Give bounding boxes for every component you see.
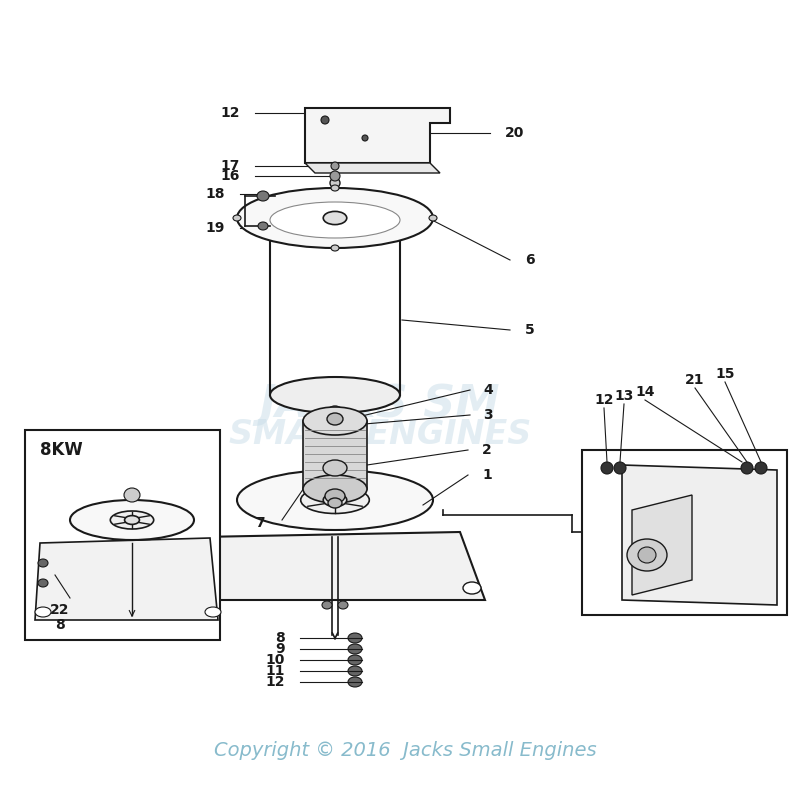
Ellipse shape xyxy=(237,470,433,530)
Ellipse shape xyxy=(38,559,48,567)
Ellipse shape xyxy=(638,547,656,563)
Text: 3: 3 xyxy=(483,408,492,422)
Ellipse shape xyxy=(301,204,369,232)
Bar xyxy=(25,430,220,640)
Ellipse shape xyxy=(38,579,48,587)
Text: 8: 8 xyxy=(275,631,285,645)
Text: 21: 21 xyxy=(685,373,705,387)
Text: 4: 4 xyxy=(483,383,492,397)
Text: 10: 10 xyxy=(266,653,285,667)
Ellipse shape xyxy=(331,162,339,170)
Ellipse shape xyxy=(323,211,347,225)
Ellipse shape xyxy=(125,516,139,524)
Text: 14: 14 xyxy=(635,385,654,399)
Ellipse shape xyxy=(258,222,268,230)
Ellipse shape xyxy=(70,500,194,540)
Ellipse shape xyxy=(301,487,369,513)
Text: 22: 22 xyxy=(50,603,70,617)
Ellipse shape xyxy=(205,607,221,617)
Text: 2: 2 xyxy=(482,443,492,457)
Text: 18: 18 xyxy=(206,187,225,201)
Ellipse shape xyxy=(270,202,400,238)
Ellipse shape xyxy=(348,633,362,643)
Text: 15: 15 xyxy=(715,367,735,381)
Ellipse shape xyxy=(233,215,241,221)
Ellipse shape xyxy=(321,116,329,124)
Ellipse shape xyxy=(429,215,437,221)
Ellipse shape xyxy=(330,178,340,188)
Text: Copyright © 2016  Jacks Small Engines: Copyright © 2016 Jacks Small Engines xyxy=(214,740,596,759)
Polygon shape xyxy=(180,532,485,600)
Text: 8KW: 8KW xyxy=(40,441,83,459)
Ellipse shape xyxy=(614,462,626,474)
Text: 7: 7 xyxy=(255,516,265,530)
Text: 17: 17 xyxy=(220,159,240,173)
Polygon shape xyxy=(632,495,692,595)
Ellipse shape xyxy=(35,607,51,617)
Ellipse shape xyxy=(323,460,347,476)
Ellipse shape xyxy=(328,498,342,508)
Text: 9: 9 xyxy=(275,642,285,656)
Ellipse shape xyxy=(323,494,347,507)
Ellipse shape xyxy=(348,644,362,654)
Ellipse shape xyxy=(331,245,339,251)
Ellipse shape xyxy=(330,171,340,181)
Ellipse shape xyxy=(741,462,753,474)
Ellipse shape xyxy=(257,191,269,201)
Text: 12: 12 xyxy=(595,393,614,407)
Text: SMALL ENGINES: SMALL ENGINES xyxy=(229,418,531,451)
Ellipse shape xyxy=(348,666,362,676)
Text: 12: 12 xyxy=(220,106,240,120)
Ellipse shape xyxy=(329,420,341,430)
Ellipse shape xyxy=(755,462,767,474)
Ellipse shape xyxy=(327,406,343,420)
Polygon shape xyxy=(305,163,440,173)
Ellipse shape xyxy=(270,377,400,413)
Ellipse shape xyxy=(331,185,339,191)
Ellipse shape xyxy=(322,601,332,609)
Text: 8: 8 xyxy=(55,618,65,632)
Ellipse shape xyxy=(627,539,667,571)
Ellipse shape xyxy=(362,135,368,141)
Polygon shape xyxy=(622,465,777,605)
Ellipse shape xyxy=(601,462,613,474)
Text: 11: 11 xyxy=(266,664,285,678)
Text: 1: 1 xyxy=(482,468,492,482)
Bar xyxy=(582,450,787,615)
Text: 16: 16 xyxy=(220,169,240,183)
Ellipse shape xyxy=(463,582,481,594)
Polygon shape xyxy=(305,108,450,163)
Ellipse shape xyxy=(237,188,433,248)
Ellipse shape xyxy=(348,655,362,665)
Ellipse shape xyxy=(303,475,367,503)
Ellipse shape xyxy=(124,488,140,502)
Text: 20: 20 xyxy=(505,126,524,140)
Ellipse shape xyxy=(110,511,154,529)
Ellipse shape xyxy=(348,677,362,687)
Ellipse shape xyxy=(196,582,214,594)
Ellipse shape xyxy=(325,489,345,503)
Text: 6: 6 xyxy=(525,253,535,267)
Text: 19: 19 xyxy=(206,221,225,235)
Ellipse shape xyxy=(327,413,343,425)
Ellipse shape xyxy=(338,601,348,609)
Text: 12: 12 xyxy=(266,675,285,689)
Text: JACKS SM: JACKS SM xyxy=(260,384,501,427)
Ellipse shape xyxy=(303,407,367,435)
Text: 13: 13 xyxy=(614,389,633,403)
Text: 5: 5 xyxy=(525,323,535,337)
Polygon shape xyxy=(35,538,218,620)
Polygon shape xyxy=(303,421,367,489)
